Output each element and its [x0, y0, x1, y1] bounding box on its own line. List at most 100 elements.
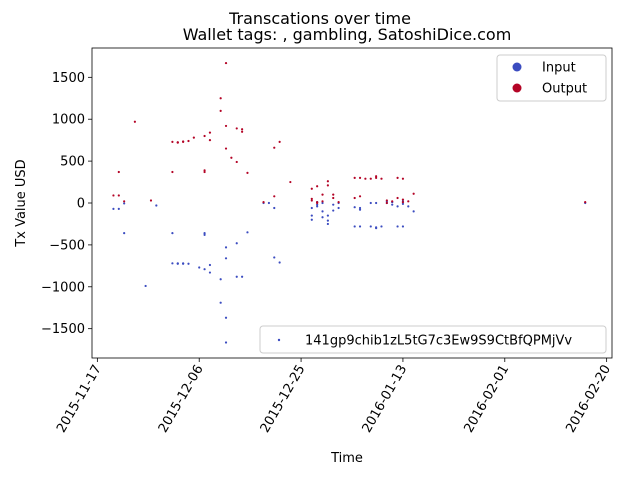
legend-marker-wallet: [277, 338, 281, 342]
data-point-input: [176, 262, 179, 265]
x-tick-label: 2016-02-20: [563, 363, 614, 436]
data-point-input: [380, 225, 383, 228]
data-point-input: [321, 201, 324, 205]
data-point-input: [155, 204, 158, 207]
data-point-input: [353, 206, 356, 209]
data-point-input: [224, 316, 228, 319]
data-point-output: [117, 194, 120, 197]
data-point-output: [332, 196, 335, 200]
data-point-output: [112, 194, 115, 197]
data-point-input: [235, 242, 238, 245]
data-point-input: [358, 208, 362, 211]
data-point-input: [358, 225, 362, 228]
data-point-output: [401, 177, 405, 180]
data-point-input: [407, 205, 410, 208]
data-point-output: [230, 156, 233, 159]
data-point-input: [310, 214, 313, 217]
chart-title: Transcations over time: [228, 9, 411, 28]
data-point-input: [369, 225, 372, 228]
data-point-input: [375, 201, 378, 205]
data-point-input: [235, 275, 238, 278]
legend-label-output: Output: [542, 82, 587, 97]
data-point-input: [171, 262, 174, 265]
data-point-input: [219, 301, 222, 304]
y-tick-label: 1500: [52, 71, 85, 86]
data-point-output: [375, 176, 378, 179]
data-point-input: [401, 202, 405, 205]
data-point-input: [332, 203, 335, 206]
data-point-output: [235, 160, 238, 164]
data-point-output: [412, 192, 415, 195]
data-point-input: [358, 206, 362, 210]
data-point-input: [321, 210, 324, 213]
data-point-output: [241, 130, 244, 133]
data-point-output: [203, 170, 206, 174]
data-point-input: [267, 201, 271, 205]
legend-marker-input: [512, 62, 522, 72]
data-point-output: [208, 131, 212, 134]
data-point-output: [401, 198, 405, 201]
data-point-input: [326, 214, 329, 217]
data-point-input: [117, 207, 120, 210]
data-point-output: [380, 177, 383, 180]
data-point-output: [273, 195, 276, 198]
data-point-input: [401, 225, 405, 228]
data-point-output: [401, 201, 405, 204]
data-point-input: [396, 225, 399, 228]
data-point-input: [369, 201, 372, 205]
data-point-input: [273, 206, 276, 210]
data-point-output: [375, 175, 378, 178]
data-point-output: [316, 201, 319, 205]
data-point-output: [219, 109, 222, 112]
data-point-input: [310, 206, 313, 210]
data-point-output: [310, 187, 313, 190]
data-point-input: [396, 205, 399, 208]
data-point-input: [353, 225, 356, 228]
data-point-input: [208, 263, 212, 267]
data-point-output: [321, 200, 324, 203]
data-point-output: [133, 120, 136, 123]
data-point-output: [224, 61, 228, 65]
data-point-output: [203, 169, 206, 172]
data-point-input: [123, 232, 126, 235]
data-point-output: [203, 134, 206, 138]
data-point-input: [332, 209, 335, 212]
data-point-input: [278, 261, 281, 264]
data-point-input: [182, 262, 185, 265]
data-point-output: [289, 180, 292, 184]
data-point-input: [316, 205, 319, 208]
data-point-input: [208, 271, 212, 274]
data-point-output: [273, 146, 276, 149]
data-point-output: [176, 141, 179, 144]
data-point-output: [310, 197, 313, 200]
legend-box: [259, 325, 607, 354]
data-point-input: [246, 231, 249, 234]
data-point-input: [203, 268, 206, 271]
legend-series: Input Output: [496, 54, 607, 102]
x-tick-label: 2016-02-01: [461, 363, 512, 436]
data-point-output: [117, 170, 120, 174]
data-point-output: [316, 185, 319, 188]
data-point-output: [358, 195, 362, 198]
data-point-input: [316, 203, 319, 206]
y-tick-label: −500: [49, 238, 85, 253]
data-point-input: [112, 207, 115, 210]
data-point-output: [326, 180, 329, 183]
data-point-input: [337, 206, 340, 210]
data-point-output: [385, 201, 388, 205]
x-tick-label: 2015-12-25: [258, 363, 309, 436]
data-point-input: [224, 246, 228, 249]
data-point-input: [187, 262, 190, 265]
legend-label-input: Input: [542, 61, 576, 76]
data-point-input: [241, 275, 244, 278]
y-tick-label: −1000: [41, 280, 85, 295]
data-point-output: [385, 199, 388, 202]
data-point-input: [203, 232, 206, 235]
data-point-input: [310, 218, 313, 221]
legend-wallet: 141gp9chib1zL5tG7c3Ew9S9CtBfQPMjVv: [259, 325, 607, 354]
data-point-output: [310, 199, 313, 202]
data-point-output: [235, 127, 238, 130]
data-point-output: [326, 184, 329, 187]
data-point-output: [353, 196, 356, 200]
